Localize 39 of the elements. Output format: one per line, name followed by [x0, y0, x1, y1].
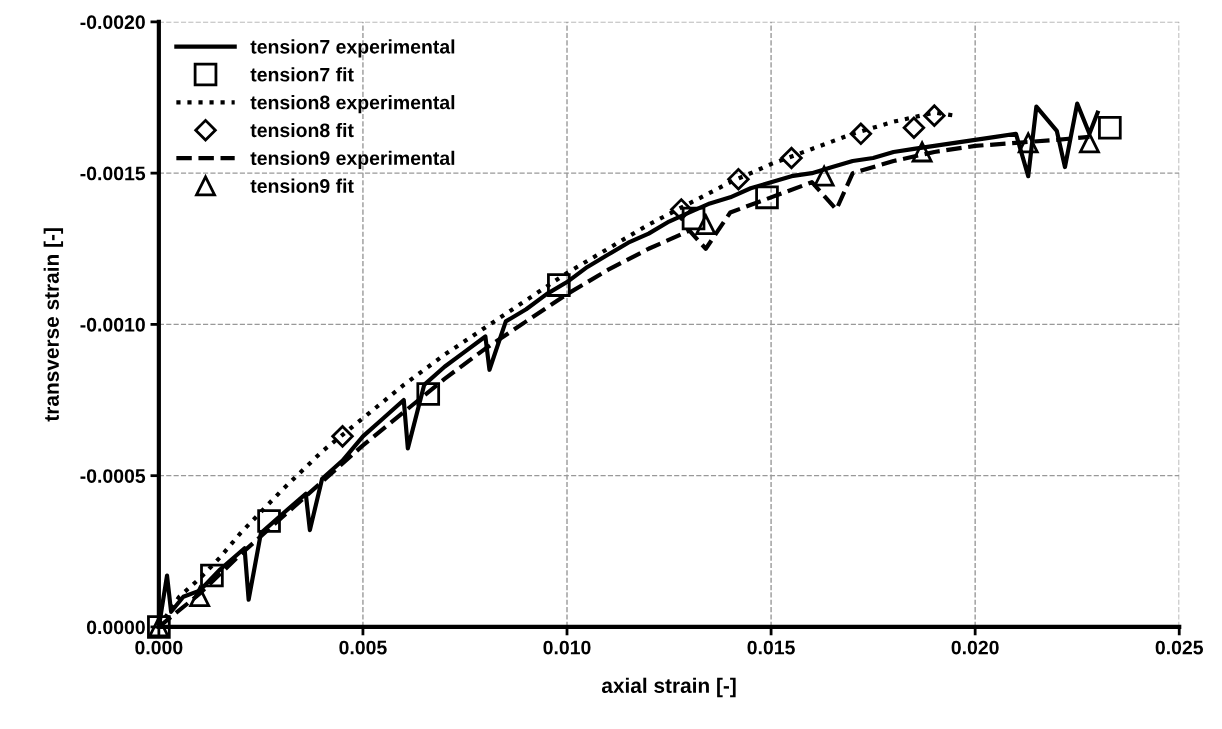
x-tick-label: 0.000 [135, 640, 183, 655]
point [755, 185, 779, 210]
point [849, 122, 873, 146]
point [200, 563, 224, 588]
y-axis-title: transverse strain [-] [43, 228, 64, 422]
legend-label: tension9 fit [250, 178, 354, 193]
point [1017, 132, 1039, 154]
legend-label: tension7 experimental [250, 39, 455, 58]
x-tick-label: 0.020 [951, 640, 999, 655]
point [813, 165, 835, 187]
x-axis-title: axial strain [-] [601, 677, 736, 698]
legend-label: tension8 fit [250, 122, 354, 138]
point [1079, 132, 1100, 154]
point [257, 509, 281, 533]
point [902, 116, 926, 139]
point [695, 214, 717, 235]
legend-label: tension9 experimental [250, 150, 455, 169]
x-tick-label: 0.025 [1155, 640, 1204, 655]
x-tick-label: 0.005 [339, 640, 387, 655]
y-tick-label: -0.0020 [80, 15, 145, 30]
x-tick-label: 0.015 [747, 640, 795, 655]
point [1098, 115, 1122, 140]
point [670, 198, 693, 221]
point [727, 167, 750, 191]
y-tick-label: 0.0000 [86, 620, 145, 635]
point [189, 586, 211, 608]
legend-label: tension7 fit [250, 67, 354, 82]
point [416, 382, 441, 406]
x-tick-label: 0.010 [543, 640, 591, 655]
point [547, 273, 571, 297]
point [681, 206, 706, 231]
legend-label: tension8 experimental [250, 95, 455, 114]
point [923, 104, 946, 127]
point [780, 146, 803, 170]
y-tick-label: -0.0010 [80, 317, 145, 332]
point [910, 139, 934, 163]
y-tick-label: -0.0005 [80, 469, 146, 483]
point [331, 425, 354, 448]
y-tick-label: -0.0015 [80, 166, 146, 181]
